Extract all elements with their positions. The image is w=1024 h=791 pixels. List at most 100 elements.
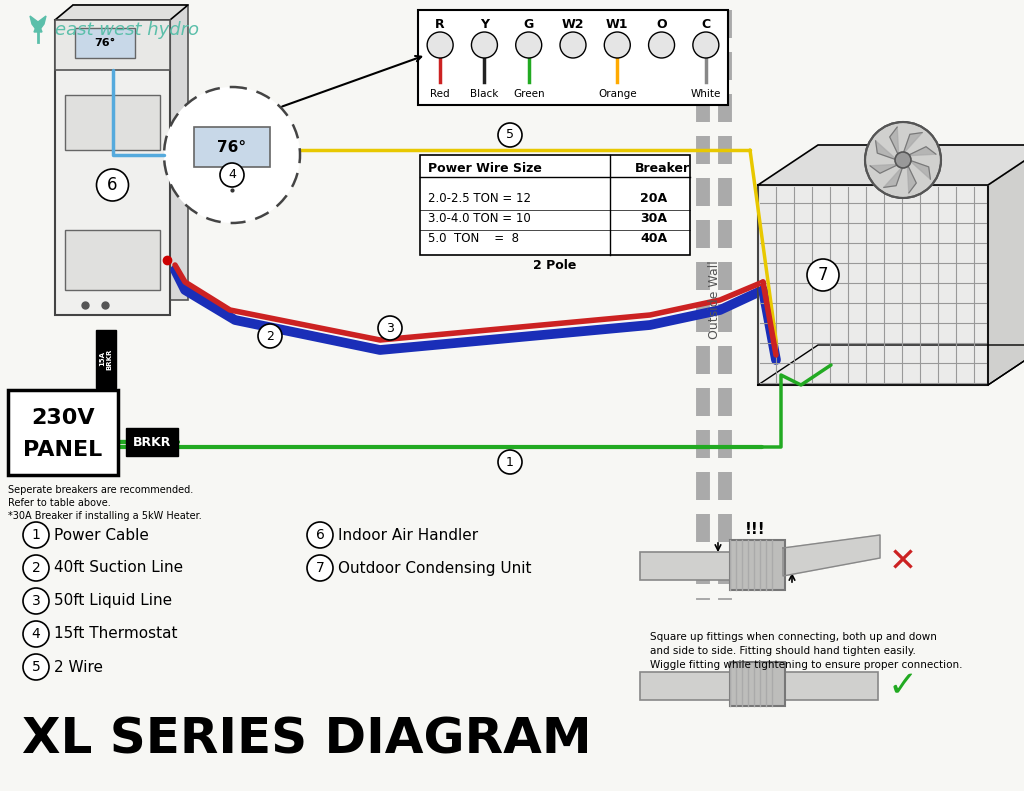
Circle shape: [378, 316, 402, 340]
Text: 40ft Suction Line: 40ft Suction Line: [54, 561, 183, 576]
Circle shape: [895, 152, 911, 168]
Text: 2 Pole: 2 Pole: [534, 259, 577, 272]
Text: 1: 1: [506, 456, 514, 468]
Text: 30A: 30A: [640, 213, 667, 225]
Text: 230V: 230V: [31, 408, 95, 428]
Text: 20A: 20A: [640, 192, 667, 206]
Text: Green: Green: [513, 89, 545, 99]
Circle shape: [560, 32, 586, 58]
Text: Outdoor Condensing Unit: Outdoor Condensing Unit: [338, 561, 531, 576]
Circle shape: [807, 259, 839, 291]
Text: 2: 2: [32, 561, 40, 575]
Polygon shape: [988, 145, 1024, 385]
Bar: [730, 540, 785, 590]
Bar: [420, 155, 690, 255]
Text: 6: 6: [108, 176, 118, 194]
Text: 6: 6: [315, 528, 325, 542]
Bar: [194, 127, 270, 167]
Circle shape: [498, 450, 522, 474]
Circle shape: [307, 522, 333, 548]
Text: 7: 7: [818, 266, 828, 284]
Text: 1: 1: [32, 528, 40, 542]
Text: Square up fittings when connecting, both up and down
and side to side. Fitting s: Square up fittings when connecting, both…: [650, 632, 963, 670]
Text: XL SERIES DIAGRAM: XL SERIES DIAGRAM: [22, 716, 592, 764]
Text: !!!: !!!: [744, 522, 765, 537]
Circle shape: [23, 588, 49, 614]
Circle shape: [693, 32, 719, 58]
Text: Indoor Air Handler: Indoor Air Handler: [338, 528, 478, 543]
Text: 3: 3: [386, 321, 394, 335]
Text: ✓: ✓: [888, 669, 919, 703]
Circle shape: [604, 32, 631, 58]
Circle shape: [471, 32, 498, 58]
Text: 2.0-2.5 TON = 12: 2.0-2.5 TON = 12: [428, 192, 531, 206]
Text: Y: Y: [480, 17, 488, 31]
Text: G: G: [523, 17, 534, 31]
Circle shape: [516, 32, 542, 58]
Text: 15ft Thermostat: 15ft Thermostat: [54, 626, 177, 642]
Circle shape: [164, 87, 300, 223]
Text: 50ft Liquid Line: 50ft Liquid Line: [54, 593, 172, 608]
Text: Power Cable: Power Cable: [54, 528, 148, 543]
Text: Outside Wall: Outside Wall: [708, 260, 721, 339]
Bar: [8, 390, 118, 475]
Polygon shape: [758, 345, 1024, 385]
Text: 5: 5: [506, 128, 514, 142]
Bar: [55, 20, 170, 70]
Polygon shape: [34, 16, 46, 32]
Polygon shape: [870, 165, 899, 173]
Text: 5: 5: [32, 660, 40, 674]
Polygon shape: [876, 141, 897, 160]
Bar: [126, 428, 178, 456]
Circle shape: [498, 123, 522, 147]
Circle shape: [865, 122, 941, 198]
Circle shape: [23, 555, 49, 581]
Text: Breaker: Breaker: [635, 162, 690, 176]
Circle shape: [96, 169, 128, 201]
Text: W1: W1: [606, 17, 629, 31]
Text: 3.0-4.0 TON = 10: 3.0-4.0 TON = 10: [428, 213, 530, 225]
Text: 4: 4: [228, 168, 236, 181]
Text: Power Wire Size: Power Wire Size: [428, 162, 542, 176]
Polygon shape: [758, 145, 1024, 185]
Bar: [73, 5, 188, 300]
Text: ✕: ✕: [889, 546, 918, 578]
Polygon shape: [909, 160, 931, 180]
Text: Black: Black: [470, 89, 499, 99]
Polygon shape: [884, 166, 903, 187]
Text: east west hydro: east west hydro: [55, 21, 199, 39]
Text: R: R: [435, 17, 445, 31]
Text: 5.0  TON    =  8: 5.0 TON = 8: [428, 233, 519, 245]
Bar: [65, 230, 160, 290]
Polygon shape: [907, 146, 936, 156]
Text: 3: 3: [32, 594, 40, 608]
Bar: [75, 28, 135, 58]
Text: O: O: [656, 17, 667, 31]
Bar: [418, 10, 728, 105]
Circle shape: [23, 654, 49, 680]
Bar: [783, 672, 878, 700]
Polygon shape: [890, 127, 899, 156]
Circle shape: [220, 163, 244, 187]
Text: 2 Wire: 2 Wire: [54, 660, 103, 675]
Text: 15A
BRKR: 15A BRKR: [99, 348, 113, 369]
Text: PANEL: PANEL: [24, 440, 102, 460]
Text: White: White: [690, 89, 721, 99]
Text: 76°: 76°: [94, 38, 116, 48]
Text: Orange: Orange: [598, 89, 637, 99]
Text: 76°: 76°: [217, 139, 247, 154]
Polygon shape: [907, 165, 916, 193]
Circle shape: [307, 555, 333, 581]
Bar: [730, 662, 785, 706]
Circle shape: [258, 324, 282, 348]
Text: *30A Breaker if installing a 5kW Heater.: *30A Breaker if installing a 5kW Heater.: [8, 511, 202, 521]
Text: 7: 7: [315, 561, 325, 575]
Text: BRKR: BRKR: [133, 436, 171, 448]
Text: 40A: 40A: [640, 233, 667, 245]
Bar: [55, 20, 170, 315]
Bar: [65, 95, 160, 150]
Circle shape: [427, 32, 454, 58]
Circle shape: [23, 621, 49, 647]
Polygon shape: [30, 16, 42, 32]
Text: C: C: [701, 17, 711, 31]
